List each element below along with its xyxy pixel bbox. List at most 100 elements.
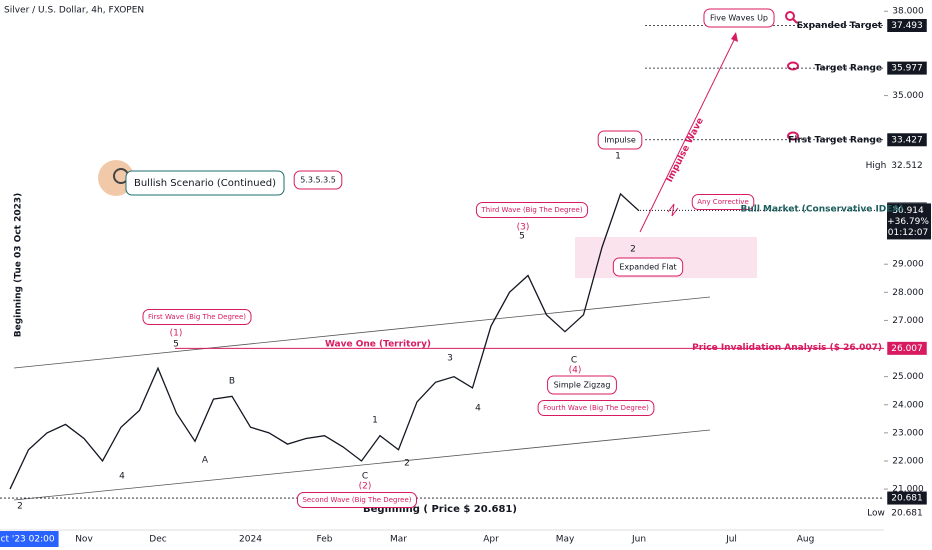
level-price: 26.007 xyxy=(887,341,927,355)
annotation: Third Wave (Big The Degree) xyxy=(475,202,589,218)
annotation: Bull Market (Conservative IDEA) xyxy=(740,205,903,215)
wave-label: (1) xyxy=(170,329,183,339)
arrow xyxy=(639,35,737,233)
annotation-box xyxy=(293,170,343,190)
level-price-box xyxy=(887,341,927,355)
level-price-box xyxy=(887,61,927,75)
level-price-text: 33.427 xyxy=(891,135,923,145)
low-label: Low xyxy=(867,509,885,519)
level-price-text: 35.977 xyxy=(891,64,923,74)
last-price: 30.914 xyxy=(892,206,924,216)
annotation-box xyxy=(537,400,655,416)
annotation-text: Five Waves Up xyxy=(710,14,768,23)
wave-label: C xyxy=(362,472,368,482)
annotation-text: First Wave (Big The Degree) xyxy=(148,313,246,321)
arrow-head xyxy=(731,32,738,42)
level-label: Target Range xyxy=(815,64,882,74)
level-price-text: 26.007 xyxy=(891,344,923,354)
level-price-text: 37.493 xyxy=(891,21,923,31)
level-price: 20.681 xyxy=(887,491,927,505)
annotation: Fourth Wave (Big The Degree) xyxy=(537,400,655,416)
channel-bottom xyxy=(13,429,711,501)
wave-label: 4 xyxy=(475,404,481,414)
level-price: 33.427 xyxy=(887,133,927,147)
annotation-text: Impulse xyxy=(604,136,636,145)
annotation-text: Bullish Scenario (Continued) xyxy=(134,178,276,189)
annotation-box xyxy=(475,202,589,218)
level-price-box xyxy=(887,133,927,147)
wave-label: 5 xyxy=(519,232,525,242)
level-price: 37.493 xyxy=(887,18,927,32)
annotation-text: Fourth Wave (Big The Degree) xyxy=(543,404,649,412)
low-price: 20.681 xyxy=(891,509,923,519)
annotation-text: Expanded Flat xyxy=(619,263,676,272)
wave-label: (2) xyxy=(359,482,372,492)
annotation-box xyxy=(125,170,285,196)
annotation-box xyxy=(296,492,418,508)
level-price-box xyxy=(887,491,927,505)
last-change: +36.79% xyxy=(887,217,929,227)
y-tick-label: 22.000 xyxy=(892,456,924,466)
y-tick-label: 24.000 xyxy=(892,400,924,410)
annotation-box xyxy=(703,8,775,28)
x-tick-label: Apr xyxy=(483,535,499,545)
wave-label: B xyxy=(229,377,235,387)
high-price-text: 32.512 xyxy=(891,161,923,171)
annotation-box xyxy=(597,130,643,150)
y-tick-label: 38.000 xyxy=(892,7,924,17)
wave-label: (3) xyxy=(517,223,530,233)
x-tick-label: Jul xyxy=(725,535,737,545)
last-box xyxy=(887,203,931,240)
annotation: Beginning (Tue 03 Oct 2023) xyxy=(14,193,24,338)
annotation: Bullish Scenario (Continued) xyxy=(125,170,285,196)
y-tick-label: 25.000 xyxy=(892,372,924,382)
y-tick-label: 23.000 xyxy=(892,428,924,438)
x-cursor-label-box xyxy=(0,531,59,547)
y-tick-label: 29.000 xyxy=(892,260,924,270)
x-tick-label: May xyxy=(556,535,575,545)
annotation-box xyxy=(612,257,684,277)
icons xyxy=(785,11,799,141)
chart-title: Silver / U.S. Dollar, 4h, FXOPEN xyxy=(4,6,144,16)
annotation: Simple Zigzag xyxy=(547,375,617,395)
y-tick-label: 27.000 xyxy=(892,316,924,326)
x-tick-label: 2024 xyxy=(239,535,262,545)
annotation: Expanded Flat xyxy=(612,257,684,277)
level-price-box xyxy=(887,18,927,32)
price-axis xyxy=(884,0,932,530)
last-countdown: 01:12:07 xyxy=(888,228,928,238)
wave-label: C xyxy=(571,356,577,366)
x-tick-label: Nov xyxy=(75,535,93,545)
annotation-text: Second Wave (Big The Degree) xyxy=(302,496,411,504)
annotation-text: Any Corrective xyxy=(697,198,749,206)
annotation: Any Corrective xyxy=(691,194,755,210)
x-tick-label: Jun xyxy=(631,535,646,545)
annotation: First Wave (Big The Degree) xyxy=(142,309,252,325)
level-label: First Target Range xyxy=(788,135,882,145)
level-price: 35.977 xyxy=(887,61,927,75)
annotation-box xyxy=(142,309,252,325)
annotation: Wave One (Territory) xyxy=(325,340,431,350)
annotation-text: Third Wave (Big The Degree) xyxy=(480,206,582,214)
x-cursor-label: Oct '23 02:00 xyxy=(0,531,59,547)
wave-label: 5 xyxy=(173,340,179,350)
annotation-box xyxy=(691,194,755,210)
annotation-text: 5.3.5.3.5 xyxy=(300,176,336,185)
annotation: 5.3.5.3.5 xyxy=(293,170,343,190)
level-label: Expanded Target xyxy=(797,21,883,31)
wave-label: (4) xyxy=(569,366,582,376)
x-tick-label: Dec xyxy=(149,535,166,545)
channel-top xyxy=(13,296,711,369)
annotation-text: Simple Zigzag xyxy=(554,381,611,390)
high-label: High xyxy=(866,161,887,171)
price-line xyxy=(9,192,640,490)
annotation: Impulse xyxy=(597,130,643,150)
y-tick-label: 21.000 xyxy=(892,485,924,495)
wave-label: 3 xyxy=(447,354,453,364)
level-label: Price Invalidation Analysis ($ 26.007) xyxy=(692,343,882,353)
x-tick-label: Mar xyxy=(390,535,407,545)
wave-label: 2 xyxy=(630,245,636,255)
wave-label: 4 xyxy=(119,472,125,482)
